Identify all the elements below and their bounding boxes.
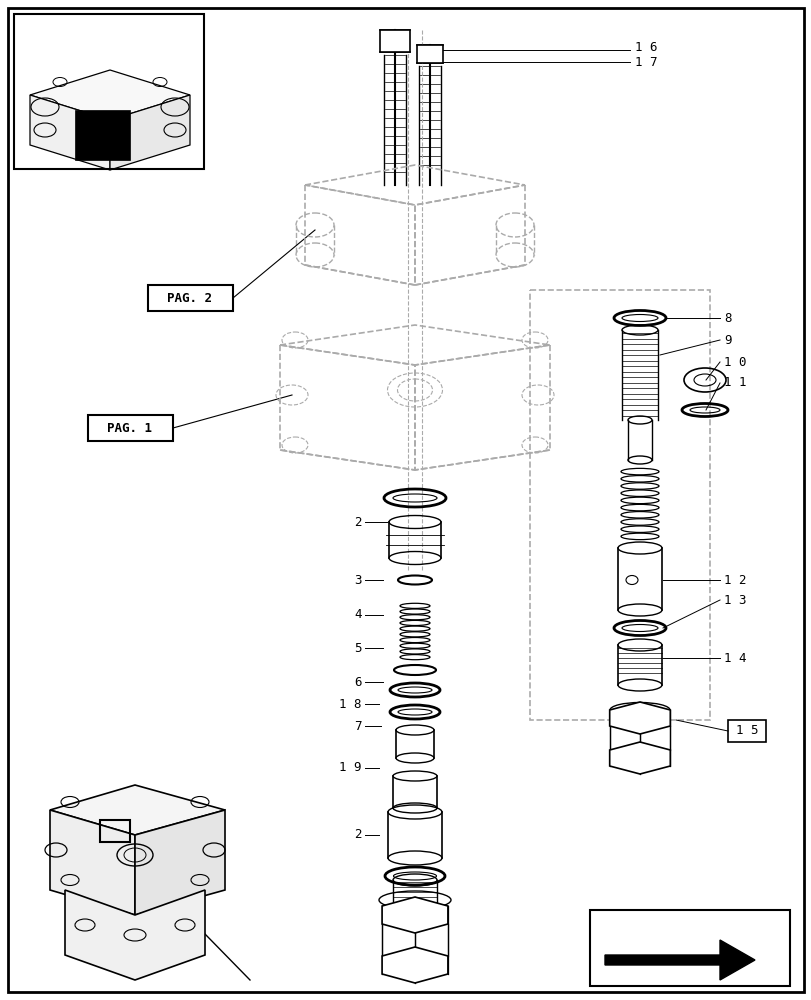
Text: 7: 7 bbox=[354, 720, 362, 732]
Polygon shape bbox=[382, 897, 448, 933]
Text: 1 9: 1 9 bbox=[339, 761, 362, 774]
Text: 1 4: 1 4 bbox=[723, 652, 745, 664]
Bar bbox=[88, 415, 173, 441]
Polygon shape bbox=[65, 890, 204, 980]
Text: 1 3: 1 3 bbox=[723, 593, 745, 606]
Text: 1 0: 1 0 bbox=[723, 356, 745, 368]
Polygon shape bbox=[604, 940, 754, 980]
Text: 2: 2 bbox=[354, 516, 362, 528]
Text: 9: 9 bbox=[723, 334, 731, 347]
Polygon shape bbox=[135, 810, 225, 915]
Text: 8: 8 bbox=[723, 312, 731, 324]
Polygon shape bbox=[109, 95, 190, 170]
Polygon shape bbox=[30, 95, 109, 170]
Text: 4: 4 bbox=[354, 608, 362, 621]
Text: 6: 6 bbox=[354, 676, 362, 688]
Bar bbox=[148, 285, 233, 311]
Bar bbox=[727, 720, 765, 742]
Bar bbox=[530, 290, 709, 720]
Text: 1 5: 1 5 bbox=[735, 724, 757, 738]
Text: 1 6: 1 6 bbox=[634, 41, 657, 54]
Text: 1 2: 1 2 bbox=[723, 574, 745, 586]
Polygon shape bbox=[30, 70, 190, 120]
Polygon shape bbox=[50, 785, 225, 835]
Polygon shape bbox=[380, 30, 410, 52]
Text: 1 8: 1 8 bbox=[339, 698, 362, 710]
Polygon shape bbox=[609, 702, 670, 734]
Polygon shape bbox=[417, 45, 443, 63]
Text: 1: 1 bbox=[110, 824, 119, 838]
Text: PAG. 2: PAG. 2 bbox=[167, 292, 212, 304]
Text: 1 1: 1 1 bbox=[723, 376, 745, 389]
Text: 5: 5 bbox=[354, 642, 362, 654]
Bar bbox=[590, 910, 789, 986]
Bar bbox=[75, 110, 130, 160]
Polygon shape bbox=[609, 742, 670, 774]
Text: 2: 2 bbox=[354, 828, 362, 841]
Polygon shape bbox=[382, 947, 448, 983]
Text: 3: 3 bbox=[354, 574, 362, 586]
Text: 1 7: 1 7 bbox=[634, 56, 657, 69]
Text: PAG. 1: PAG. 1 bbox=[107, 422, 152, 434]
Bar bbox=[100, 820, 130, 842]
Polygon shape bbox=[50, 810, 135, 915]
Bar bbox=[14, 14, 204, 169]
